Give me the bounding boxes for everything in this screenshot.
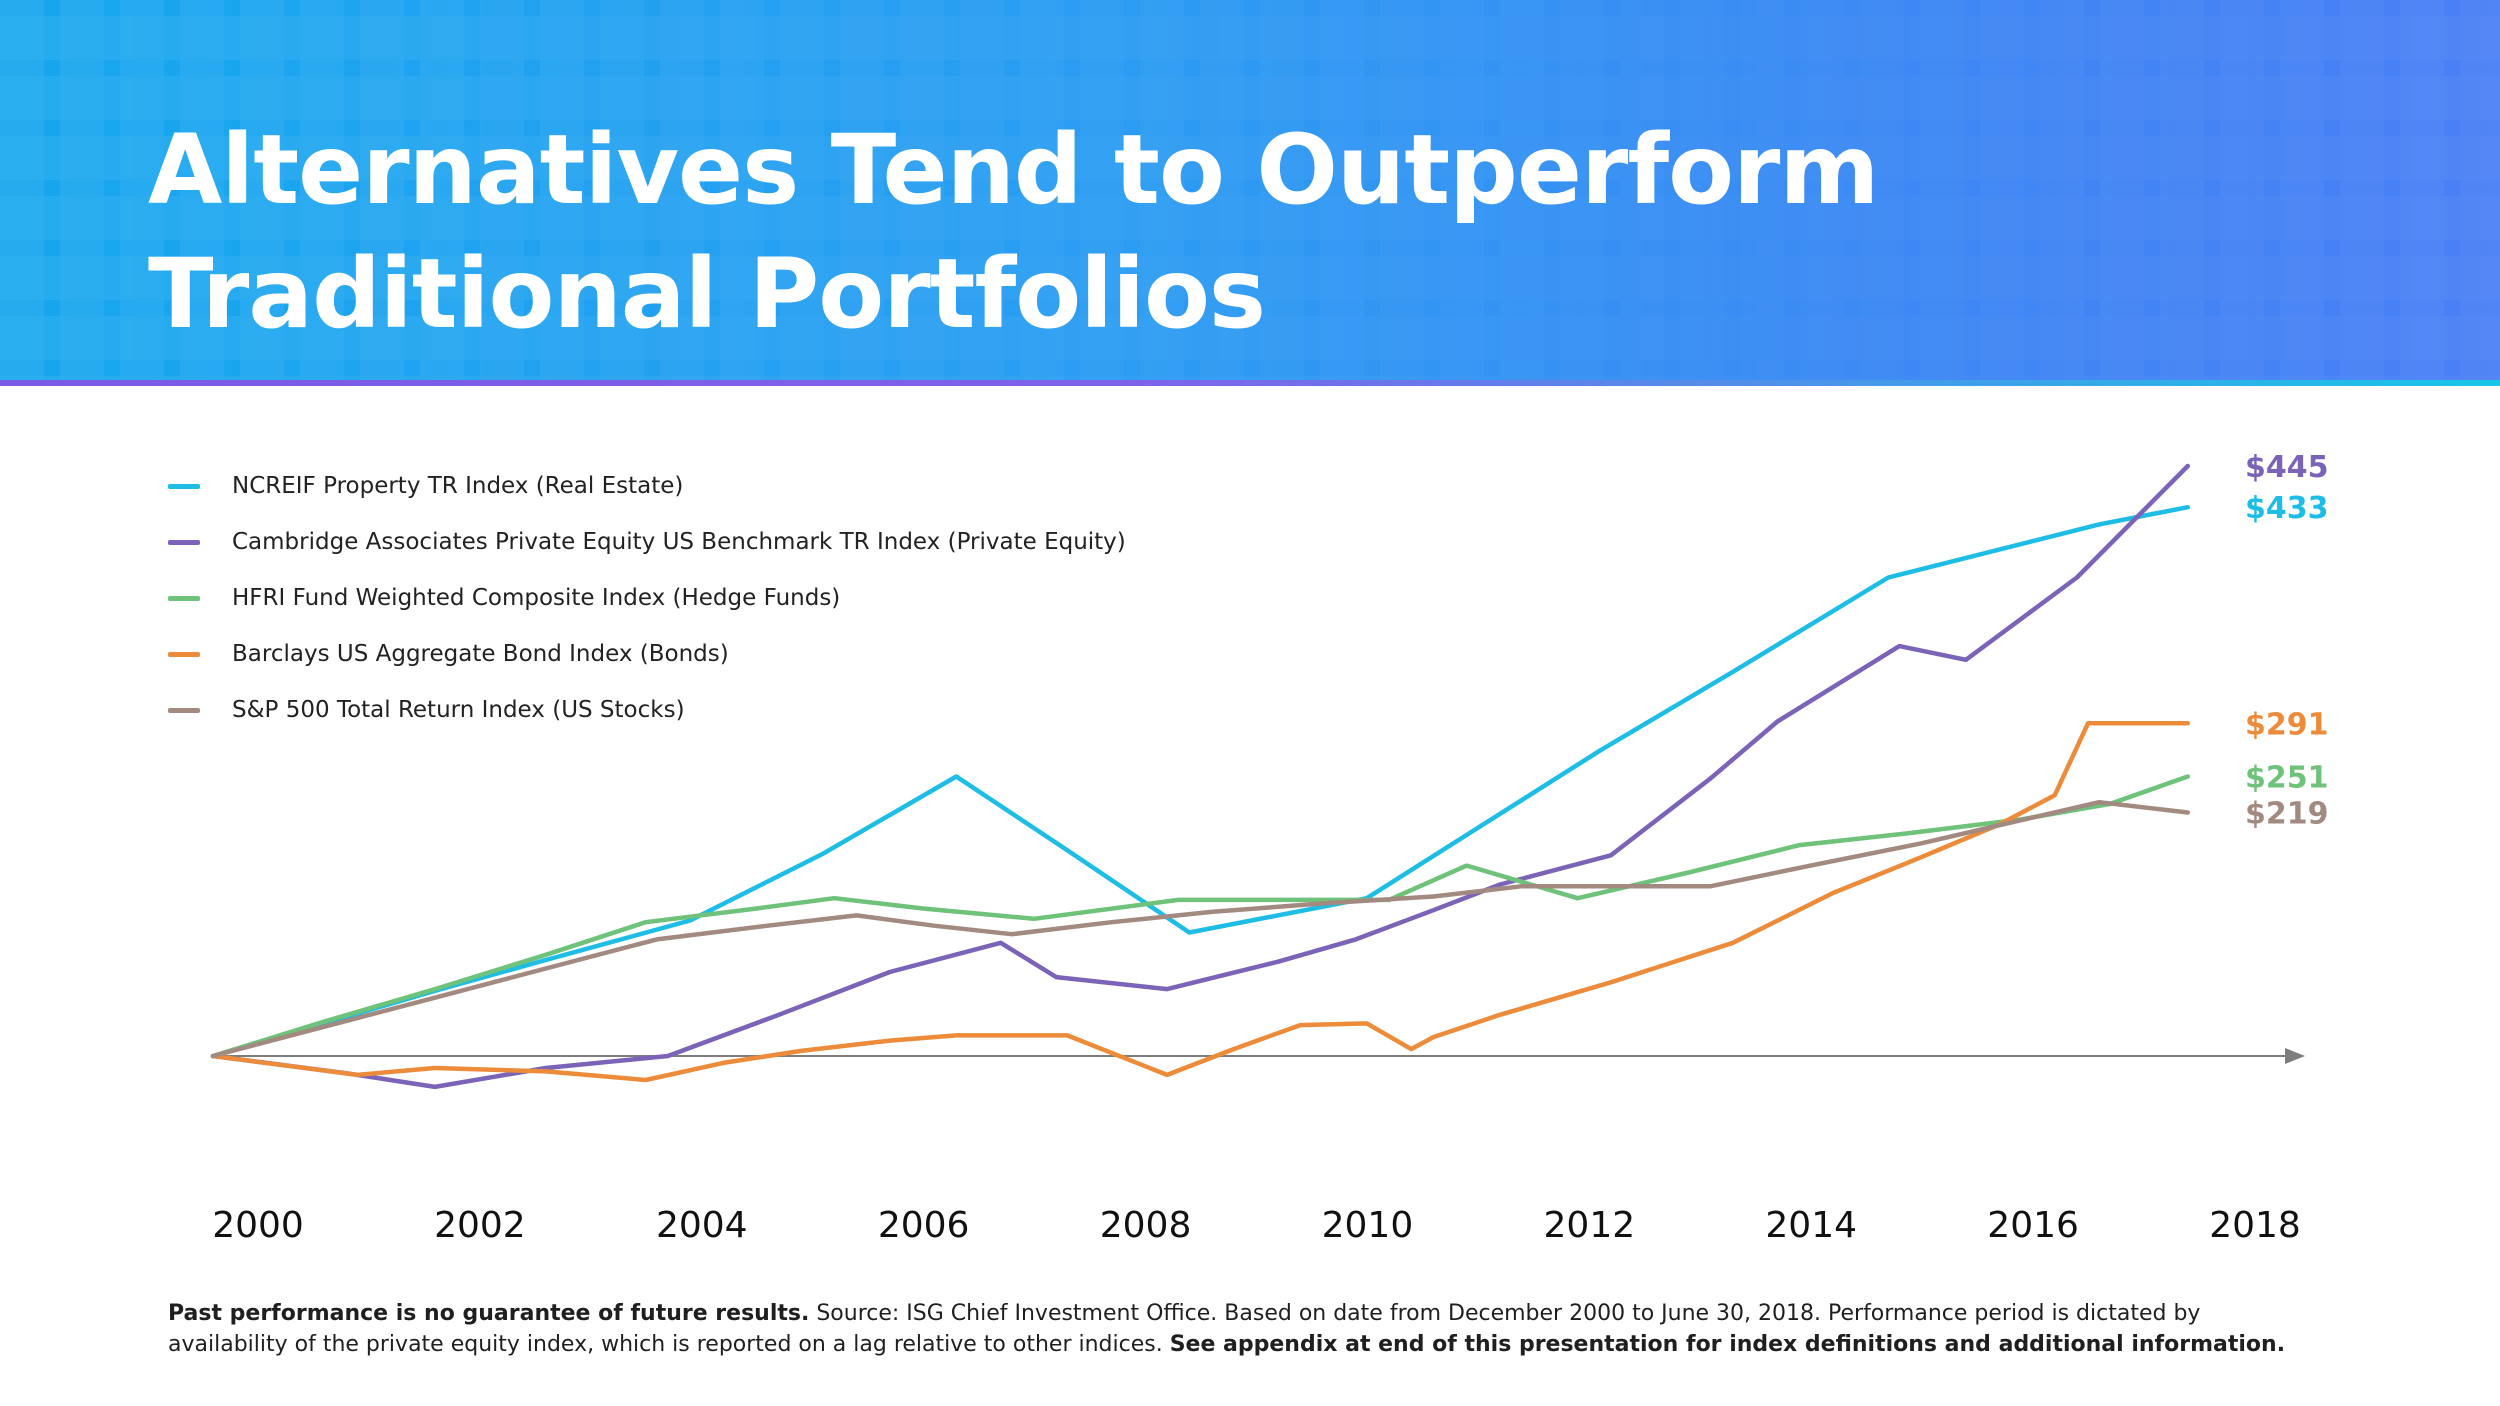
series-line-0	[210, 504, 2191, 1059]
footnote-appendix-note: See appendix at end of this presentation…	[1169, 1332, 2286, 1357]
x-tick-label-2: 2004	[656, 1205, 748, 1246]
banner-tile-pattern	[0, 0, 2500, 382]
legend-swatch-4	[168, 708, 200, 713]
x-tick-label-4: 2008	[1100, 1205, 1192, 1246]
end-value-label-0: $433	[2245, 491, 2329, 526]
legend-label-3: Barclays US Aggregate Bond Index (Bonds)	[232, 641, 729, 667]
banner-divider	[0, 380, 2500, 386]
series-line-4	[210, 799, 2191, 1059]
x-tick-label-3: 2006	[878, 1205, 970, 1246]
end-value-label-4: $219	[2245, 796, 2329, 831]
x-tick-label-8: 2016	[1987, 1205, 2079, 1246]
x-tick-label-6: 2012	[1544, 1205, 1636, 1246]
end-value-label-2: $251	[2245, 760, 2329, 795]
series-line-1	[210, 463, 2191, 1090]
footnote: Past performance is no guarantee of futu…	[168, 1298, 2308, 1360]
x-tick-label-1: 2002	[434, 1205, 526, 1246]
header-banner: Alternatives Tend to Outperform Traditio…	[0, 0, 2500, 382]
legend-label-1: Cambridge Associates Private Equity US B…	[232, 529, 1126, 555]
legend-label-4: S&P 500 Total Return Index (US Stocks)	[232, 697, 685, 723]
series-line-2	[210, 774, 2191, 1059]
end-value-label-3: $291	[2245, 707, 2329, 742]
x-axis-arrow	[2285, 1048, 2305, 1064]
end-value-label-1: $445	[2245, 450, 2329, 485]
legend-swatch-3	[168, 652, 200, 657]
legend-swatch-2	[168, 596, 200, 601]
footnote-disclaimer: Past performance is no guarantee of futu…	[168, 1301, 810, 1326]
x-tick-label-5: 2010	[1322, 1205, 1414, 1246]
series-line-3	[210, 721, 2191, 1083]
legend-swatch-1	[168, 540, 200, 545]
page-title: Alternatives Tend to Outperform Traditio…	[148, 114, 1879, 350]
legend-label-0: NCREIF Property TR Index (Real Estate)	[232, 473, 684, 499]
legend-label-2: HFRI Fund Weighted Composite Index (Hedg…	[232, 585, 841, 611]
x-tick-label-7: 2014	[1765, 1205, 1857, 1246]
x-tick-label-9: 2018	[2209, 1205, 2301, 1246]
footnote-source: Source: ISG Chief Investment Office. Bas…	[168, 1301, 2201, 1357]
x-tick-label-0: 2000	[212, 1205, 304, 1246]
legend-swatch-0	[168, 484, 200, 489]
